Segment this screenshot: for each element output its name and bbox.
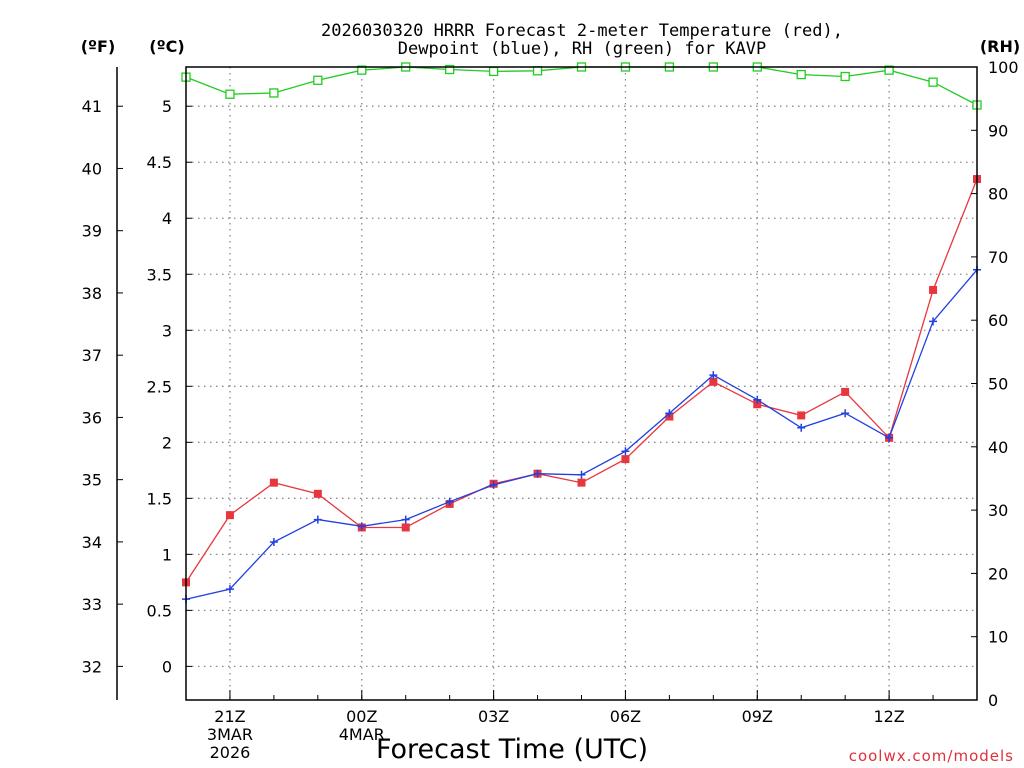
fahrenheit-tick-label: 36	[82, 408, 102, 427]
celsius-tick-label: 0	[162, 657, 172, 676]
rh-point	[225, 89, 235, 99]
dewpoint-point	[445, 497, 454, 506]
rh-tick-label: 20	[988, 564, 1008, 583]
rh-point	[269, 88, 279, 98]
celsius-tick-label: 1.5	[147, 489, 172, 508]
x-tick-label: 12Z	[873, 707, 904, 726]
dewpoint-point	[709, 371, 718, 380]
fahrenheit-unit-label: (ºF)	[81, 37, 116, 56]
rh-point	[532, 66, 543, 76]
temperature-point	[269, 478, 278, 487]
dewpoint-point	[885, 433, 894, 442]
x-axis-label: Forecast Time (UTC)	[376, 734, 648, 765]
rh-tick-label: 90	[988, 121, 1008, 140]
dewpoint-point	[665, 409, 674, 418]
celsius-tick-label: 4.5	[147, 153, 172, 172]
dewpoint-line	[185, 269, 978, 600]
dewpoint-point	[797, 423, 806, 432]
dewpoint-point	[753, 395, 762, 404]
temperature-point	[753, 400, 762, 409]
celsius-tick-label: 5	[162, 97, 172, 116]
celsius-tick-label: 1	[162, 545, 172, 564]
dewpoint-point	[841, 409, 850, 418]
rh-point	[884, 65, 894, 75]
fahrenheit-tick-label: 39	[82, 222, 102, 241]
fahrenheit-tick-label: 32	[82, 657, 102, 676]
rh-point	[313, 75, 323, 85]
dewpoint-point	[357, 522, 366, 531]
x-tick-label: 09Z	[742, 707, 773, 726]
celsius-tick-label: 3	[162, 321, 172, 340]
rh-point	[488, 66, 499, 77]
fahrenheit-tick-label: 33	[82, 595, 102, 614]
celsius-unit-label: (ºC)	[149, 37, 184, 56]
temperature-point	[401, 523, 410, 532]
temperature-point	[797, 411, 806, 420]
dewpoint-point	[577, 470, 586, 479]
rh-tick-label: 100	[988, 58, 1019, 77]
fahrenheit-tick-label: 37	[82, 346, 102, 365]
dewpoint-point	[621, 447, 630, 456]
source-credit: coolwx.com/models	[849, 747, 1014, 765]
x-tick-label: 06Z	[610, 707, 641, 726]
celsius-tick-label: 2	[162, 433, 172, 452]
rh-point	[357, 65, 367, 75]
celsius-tick-label: 0.5	[147, 601, 172, 620]
temperature-line	[185, 178, 978, 583]
temperature-point	[841, 387, 850, 396]
chart-title-line-2: Dewpoint (blue), RH (green) for KAVP	[398, 39, 766, 59]
x-tick-label: 2026	[210, 743, 251, 762]
rh-tick-label: 70	[988, 248, 1008, 267]
celsius-tick-label: 3.5	[147, 265, 172, 284]
celsius-tick-label: 2.5	[147, 377, 172, 396]
series-dewpoint	[182, 265, 981, 604]
rh-tick-label: 0	[988, 691, 998, 710]
dewpoint-point	[533, 469, 542, 478]
rh-line	[185, 66, 978, 106]
dewpoint-point	[489, 480, 498, 489]
temperature-point	[225, 511, 234, 520]
fahrenheit-tick-label: 34	[82, 533, 102, 552]
rh-tick-label: 80	[988, 185, 1008, 204]
dewpoint-point	[313, 515, 322, 524]
dewpoint-point	[225, 585, 234, 594]
temperature-point	[577, 478, 586, 487]
series-temperature	[182, 175, 981, 587]
series-layer	[181, 62, 982, 604]
temperature-point	[313, 489, 322, 498]
rh-tick-label: 50	[988, 375, 1008, 394]
rh-tick-label: 30	[988, 501, 1008, 520]
fahrenheit-tick-label: 40	[82, 159, 102, 178]
rh-point	[928, 77, 938, 87]
tick-layer: 0 0.5 1 1.5 2 2.5 3 3.5 4 4.5 5 32 33 34 35 36 37 38 39 40 4…	[82, 58, 1019, 762]
x-tick-label: 3MAR	[207, 725, 253, 744]
rh-point	[445, 64, 455, 75]
temperature-point	[621, 455, 630, 464]
x-tick-label: 21Z	[214, 707, 245, 726]
temperature-point	[709, 377, 718, 386]
rh-tick-label: 10	[988, 628, 1008, 647]
x-tick-label: 03Z	[478, 707, 509, 726]
dewpoint-point	[269, 538, 278, 547]
rh-point	[840, 71, 850, 82]
x-tick-label: 00Z	[346, 707, 377, 726]
dewpoint-point	[401, 515, 410, 524]
x-tick-label: 4MAR	[339, 725, 385, 744]
gridlines	[186, 67, 977, 700]
chart-title-line-1: 2026030320 HRRR Forecast 2-meter Tempera…	[321, 21, 843, 41]
celsius-tick-label: 4	[162, 209, 172, 228]
temperature-point	[929, 285, 938, 294]
fahrenheit-tick-label: 41	[82, 97, 102, 116]
rh-tick-label: 60	[988, 311, 1008, 330]
fahrenheit-tick-label: 38	[82, 284, 102, 303]
rh-point	[796, 69, 806, 80]
fahrenheit-tick-label: 35	[82, 471, 102, 490]
rh-unit-label: (RH)	[980, 37, 1020, 56]
dewpoint-point	[929, 317, 938, 326]
rh-tick-label: 40	[988, 438, 1008, 457]
series-rh	[181, 62, 982, 110]
